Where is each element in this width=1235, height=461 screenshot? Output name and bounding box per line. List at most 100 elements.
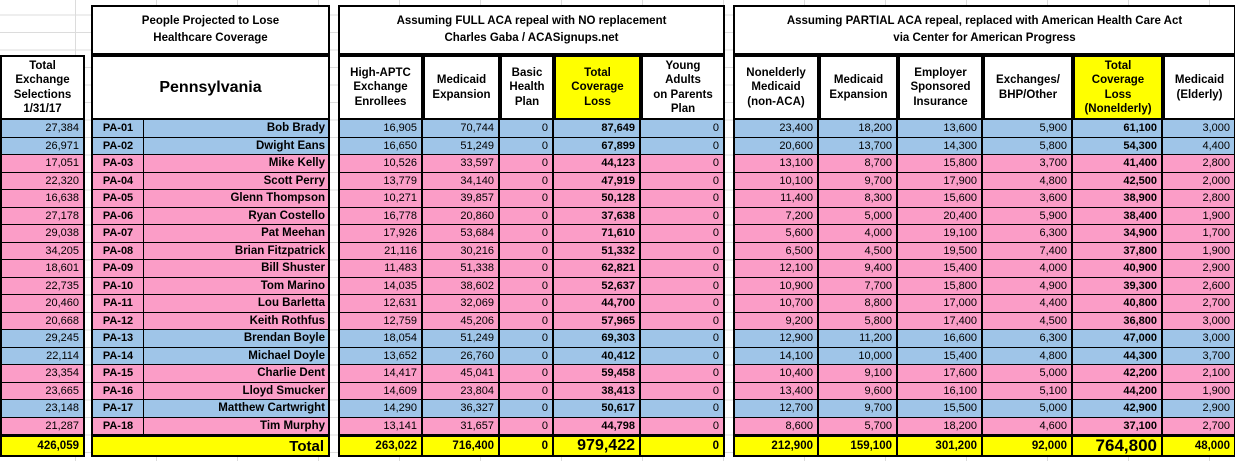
state-name-header[interactable]: Pennsylvania <box>91 55 330 120</box>
full-repeal-cell[interactable]: 69,303 <box>554 330 641 348</box>
partial-repeal-cell[interactable]: 17,600 <box>898 365 983 383</box>
partial-repeal-cell[interactable]: 13,100 <box>733 155 819 173</box>
representative-cell[interactable]: Brian Fitzpatrick <box>144 242 330 260</box>
partial-repeal-cell[interactable]: 2,800 <box>1163 190 1235 208</box>
district-cell[interactable]: PA-02 <box>91 137 144 155</box>
full-repeal-cell[interactable]: 0 <box>641 417 725 435</box>
total-full-repeal-cell[interactable]: 0 <box>500 435 554 457</box>
partial-col-nonelderly-medicaid-header[interactable]: Nonelderly Medicaid (non-ACA) <box>733 55 819 120</box>
partial-col-total-coverage-loss-header[interactable]: Total Coverage Loss (Nonelderly) <box>1073 55 1163 120</box>
total-partial-repeal-cell[interactable]: 764,800 <box>1073 435 1163 457</box>
district-cell[interactable]: PA-14 <box>91 347 144 365</box>
full-repeal-cell[interactable]: 14,290 <box>338 400 423 418</box>
full-repeal-cell[interactable]: 59,458 <box>554 365 641 383</box>
full-repeal-cell[interactable]: 0 <box>641 312 725 330</box>
total-exchange-selections-cell[interactable]: 426,059 <box>0 435 85 457</box>
full-repeal-cell[interactable]: 51,249 <box>423 137 500 155</box>
full-repeal-cell[interactable]: 0 <box>641 277 725 295</box>
full-repeal-cell[interactable]: 0 <box>641 400 725 418</box>
total-partial-repeal-cell[interactable]: 301,200 <box>898 435 983 457</box>
full-repeal-cell[interactable]: 14,035 <box>338 277 423 295</box>
partial-repeal-cell[interactable]: 16,100 <box>898 382 983 400</box>
partial-col-employer-insurance-header[interactable]: Employer Sponsored Insurance <box>898 55 983 120</box>
partial-repeal-cell[interactable]: 1,900 <box>1163 242 1235 260</box>
full-repeal-cell[interactable]: 0 <box>500 172 554 190</box>
partial-repeal-cell[interactable]: 10,700 <box>733 295 819 313</box>
full-repeal-cell[interactable]: 87,649 <box>554 120 641 138</box>
partial-repeal-cell[interactable]: 8,700 <box>819 155 898 173</box>
partial-repeal-cell[interactable]: 20,600 <box>733 137 819 155</box>
total-partial-repeal-cell[interactable]: 159,100 <box>819 435 898 457</box>
representative-cell[interactable]: Bill Shuster <box>144 260 330 278</box>
full-repeal-cell[interactable]: 0 <box>500 295 554 313</box>
representative-cell[interactable]: Tom Marino <box>144 277 330 295</box>
partial-repeal-cell[interactable]: 6,500 <box>733 242 819 260</box>
district-cell[interactable]: PA-01 <box>91 120 144 138</box>
full-repeal-cell[interactable]: 10,271 <box>338 190 423 208</box>
district-cell[interactable]: PA-16 <box>91 382 144 400</box>
partial-repeal-cell[interactable]: 42,200 <box>1073 365 1163 383</box>
partial-repeal-cell[interactable]: 2,100 <box>1163 365 1235 383</box>
partial-repeal-cell[interactable]: 2,000 <box>1163 172 1235 190</box>
partial-repeal-cell[interactable]: 11,400 <box>733 190 819 208</box>
full-repeal-cell[interactable]: 38,413 <box>554 382 641 400</box>
exchange-selections-column-header[interactable]: Total Exchange Selections 1/31/17 <box>0 55 85 120</box>
district-cell[interactable]: PA-11 <box>91 295 144 313</box>
full-repeal-cell[interactable]: 10,526 <box>338 155 423 173</box>
partial-repeal-cell[interactable]: 4,500 <box>983 312 1073 330</box>
partial-repeal-cell[interactable]: 9,700 <box>819 172 898 190</box>
full-repeal-cell[interactable]: 0 <box>500 417 554 435</box>
total-partial-repeal-cell[interactable]: 212,900 <box>733 435 819 457</box>
full-repeal-cell[interactable]: 44,123 <box>554 155 641 173</box>
full-repeal-cell[interactable]: 57,965 <box>554 312 641 330</box>
partial-repeal-cell[interactable]: 14,300 <box>898 137 983 155</box>
partial-repeal-cell[interactable]: 38,400 <box>1073 207 1163 225</box>
partial-repeal-cell[interactable]: 3,700 <box>1163 347 1235 365</box>
full-repeal-cell[interactable]: 0 <box>500 382 554 400</box>
partial-repeal-cell[interactable]: 4,000 <box>983 260 1073 278</box>
partial-repeal-cell[interactable]: 15,500 <box>898 400 983 418</box>
partial-repeal-cell[interactable]: 44,300 <box>1073 347 1163 365</box>
district-cell[interactable]: PA-12 <box>91 312 144 330</box>
full-col-basic-health-plan-header[interactable]: Basic Health Plan <box>500 55 554 120</box>
full-repeal-cell[interactable]: 51,249 <box>423 330 500 348</box>
full-repeal-cell[interactable]: 16,905 <box>338 120 423 138</box>
district-cell[interactable]: PA-07 <box>91 225 144 243</box>
partial-repeal-cell[interactable]: 10,400 <box>733 365 819 383</box>
exchange-selections-cell[interactable]: 16,638 <box>0 190 85 208</box>
partial-repeal-cell[interactable]: 4,000 <box>819 225 898 243</box>
full-repeal-cell[interactable]: 38,602 <box>423 277 500 295</box>
total-full-repeal-cell[interactable]: 263,022 <box>338 435 423 457</box>
partial-repeal-cell[interactable]: 9,700 <box>819 400 898 418</box>
full-repeal-cell[interactable]: 13,779 <box>338 172 423 190</box>
representative-cell[interactable]: Pat Meehan <box>144 225 330 243</box>
full-repeal-cell[interactable]: 21,116 <box>338 242 423 260</box>
partial-repeal-cell[interactable]: 4,600 <box>983 417 1073 435</box>
total-partial-repeal-cell[interactable]: 48,000 <box>1163 435 1235 457</box>
partial-repeal-cell[interactable]: 5,600 <box>733 225 819 243</box>
partial-repeal-cell[interactable]: 5,000 <box>983 365 1073 383</box>
full-repeal-cell[interactable]: 18,054 <box>338 330 423 348</box>
partial-repeal-cell[interactable]: 9,400 <box>819 260 898 278</box>
partial-repeal-cell[interactable]: 3,000 <box>1163 312 1235 330</box>
partial-repeal-cell[interactable]: 47,000 <box>1073 330 1163 348</box>
district-cell[interactable]: PA-05 <box>91 190 144 208</box>
partial-repeal-cell[interactable]: 4,800 <box>983 347 1073 365</box>
partial-repeal-cell[interactable]: 37,800 <box>1073 242 1163 260</box>
exchange-selections-cell[interactable]: 26,971 <box>0 137 85 155</box>
partial-repeal-cell[interactable]: 5,800 <box>819 312 898 330</box>
full-repeal-cell[interactable]: 0 <box>641 190 725 208</box>
partial-repeal-cell[interactable]: 12,900 <box>733 330 819 348</box>
exchange-selections-cell[interactable]: 20,668 <box>0 312 85 330</box>
full-repeal-cell[interactable]: 23,804 <box>423 382 500 400</box>
full-repeal-cell[interactable]: 33,597 <box>423 155 500 173</box>
full-repeal-cell[interactable]: 16,778 <box>338 207 423 225</box>
district-cell[interactable]: PA-06 <box>91 207 144 225</box>
partial-repeal-cell[interactable]: 2,700 <box>1163 417 1235 435</box>
full-repeal-cell[interactable]: 47,919 <box>554 172 641 190</box>
partial-repeal-cell[interactable]: 18,200 <box>898 417 983 435</box>
partial-repeal-cell[interactable]: 1,700 <box>1163 225 1235 243</box>
exchange-selections-cell[interactable]: 20,460 <box>0 295 85 313</box>
full-repeal-cell[interactable]: 37,638 <box>554 207 641 225</box>
partial-col-medicaid-expansion-header[interactable]: Medicaid Expansion <box>819 55 898 120</box>
